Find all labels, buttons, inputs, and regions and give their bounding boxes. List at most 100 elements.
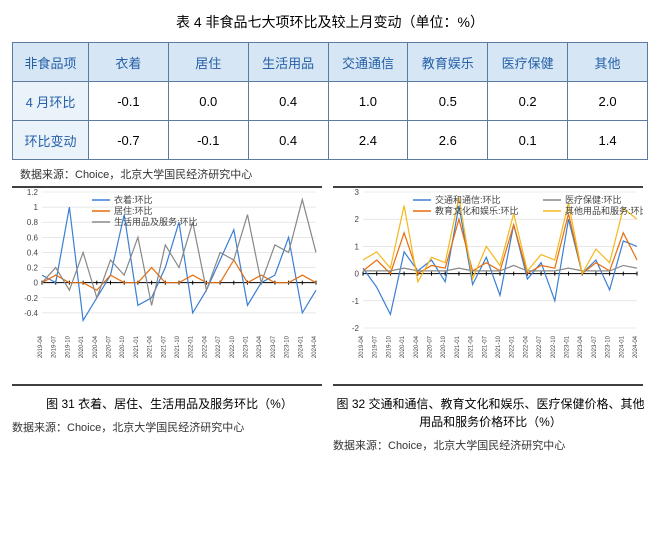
cell: 2.0 [568, 82, 648, 121]
cell: 0.4 [248, 82, 328, 121]
svg-text:2021-04: 2021-04 [148, 335, 154, 358]
svg-text:2023-07: 2023-07 [271, 335, 277, 358]
col-header: 居住 [168, 43, 248, 82]
svg-text:2024-04: 2024-04 [633, 335, 639, 358]
svg-text:-0.2: -0.2 [24, 294, 38, 303]
svg-text:0: 0 [34, 279, 39, 288]
cell: 0.0 [168, 82, 248, 121]
svg-text:教育文化和娱乐:环比: 教育文化和娱乐:环比 [435, 205, 519, 216]
svg-text:2022-07: 2022-07 [537, 335, 543, 358]
table-title: 表 4 非食品七大项环比及较上月变动（单位：%） [12, 12, 648, 32]
svg-text:2022-07: 2022-07 [216, 335, 222, 358]
svg-text:1: 1 [34, 203, 39, 212]
svg-text:2019-07: 2019-07 [52, 335, 58, 358]
svg-text:2023-01: 2023-01 [565, 335, 571, 358]
svg-text:2020-10: 2020-10 [120, 335, 126, 358]
svg-text:2020-07: 2020-07 [107, 335, 113, 358]
cell: 1.4 [568, 121, 648, 160]
col-header: 生活用品 [248, 43, 328, 82]
svg-text:居住:环比: 居住:环比 [114, 205, 153, 216]
svg-text:交通和通信:环比: 交通和通信:环比 [435, 194, 501, 205]
svg-text:2024-04: 2024-04 [312, 335, 318, 358]
svg-text:2: 2 [355, 215, 360, 224]
svg-text:2023-07: 2023-07 [592, 335, 598, 358]
chart-right-box: -2 -1 0 1 2 3 2019-04 2019-07 2019-10 2020-01 2020… [333, 186, 648, 453]
table-row: 4 月环比 -0.1 0.0 0.4 1.0 0.5 0.2 2.0 [13, 82, 648, 121]
cell: 0.2 [488, 82, 568, 121]
svg-text:其他用品和服务:环比: 其他用品和服务:环比 [565, 205, 643, 216]
cell: 1.0 [328, 82, 408, 121]
cell: 0.1 [488, 121, 568, 160]
svg-text:2019-10: 2019-10 [65, 335, 71, 358]
svg-text:2021-10: 2021-10 [496, 335, 502, 358]
svg-text:2022-01: 2022-01 [510, 335, 516, 358]
chart-right-source: 数据来源：Choice，北京大学国民经济研究中心 [333, 437, 648, 453]
svg-text:2019-10: 2019-10 [386, 335, 392, 358]
svg-text:衣着:环比: 衣着:环比 [114, 194, 153, 205]
cell: -0.1 [168, 121, 248, 160]
svg-text:2021-07: 2021-07 [482, 335, 488, 358]
svg-text:2020-04: 2020-04 [93, 335, 99, 358]
svg-text:1: 1 [355, 242, 360, 251]
svg-text:2021-10: 2021-10 [175, 335, 181, 358]
svg-text:3: 3 [355, 188, 360, 197]
svg-text:2023-04: 2023-04 [578, 335, 584, 358]
svg-text:2024-01: 2024-01 [619, 335, 625, 358]
svg-text:0.8: 0.8 [27, 218, 39, 227]
chart-right-caption: 图 32 交通和通信、教育文化和娱乐、医疗保健价格、其他用品和服务价格环比（%） [333, 395, 648, 431]
svg-text:-2: -2 [352, 324, 360, 333]
table-corner: 非食品项 [13, 43, 89, 82]
svg-text:2019-04: 2019-04 [359, 335, 365, 358]
svg-text:2023-10: 2023-10 [606, 335, 612, 358]
svg-text:2024-01: 2024-01 [298, 335, 304, 358]
col-header: 其他 [568, 43, 648, 82]
svg-text:2022-04: 2022-04 [523, 335, 529, 358]
cell: 2.4 [328, 121, 408, 160]
svg-text:2023-04: 2023-04 [257, 335, 263, 358]
cell: 0.4 [248, 121, 328, 160]
chart-right: -2 -1 0 1 2 3 2019-04 2019-07 2019-10 2020-01 2020… [333, 186, 643, 386]
svg-text:2022-10: 2022-10 [230, 335, 236, 358]
row-header: 4 月环比 [13, 82, 89, 121]
chart-left-box: -0.4 -0.2 0 0.2 0.4 0.6 0.8 1 1.2 2019-04 2019-07 2… [12, 186, 327, 453]
svg-text:2021-01: 2021-01 [455, 335, 461, 358]
svg-text:2020-01: 2020-01 [400, 335, 406, 358]
svg-text:2023-01: 2023-01 [244, 335, 250, 358]
svg-text:2022-10: 2022-10 [551, 335, 557, 358]
table-source: 数据来源：Choice，北京大学国民经济研究中心 [20, 166, 648, 182]
svg-text:2021-01: 2021-01 [134, 335, 140, 358]
svg-text:-0.4: -0.4 [24, 309, 38, 318]
cell: -0.7 [89, 121, 169, 160]
svg-text:2020-04: 2020-04 [414, 335, 420, 358]
svg-text:0.4: 0.4 [27, 248, 39, 257]
cell: 0.5 [408, 82, 488, 121]
svg-text:生活用品及服务:环比: 生活用品及服务:环比 [114, 216, 198, 227]
svg-text:0.2: 0.2 [27, 264, 39, 273]
chart-left-source: 数据来源：Choice，北京大学国民经济研究中心 [12, 419, 327, 435]
col-header: 医疗保健 [488, 43, 568, 82]
svg-text:2022-01: 2022-01 [189, 335, 195, 358]
svg-text:2019-07: 2019-07 [373, 335, 379, 358]
cell: 2.6 [408, 121, 488, 160]
svg-text:2023-10: 2023-10 [285, 335, 291, 358]
svg-text:0.6: 0.6 [27, 233, 39, 242]
col-header: 衣着 [89, 43, 169, 82]
col-header: 交通通信 [328, 43, 408, 82]
col-header: 教育娱乐 [408, 43, 488, 82]
svg-text:0: 0 [355, 270, 360, 279]
svg-text:2019-04: 2019-04 [38, 335, 44, 358]
svg-text:2021-04: 2021-04 [469, 335, 475, 358]
row-header: 环比变动 [13, 121, 89, 160]
table-header-row: 非食品项 衣着 居住 生活用品 交通通信 教育娱乐 医疗保健 其他 [13, 43, 648, 82]
svg-text:-1: -1 [352, 297, 360, 306]
cell: -0.1 [89, 82, 169, 121]
chart-left: -0.4 -0.2 0 0.2 0.4 0.6 0.8 1 1.2 2019-04 2019-07 2… [12, 186, 322, 386]
svg-text:2020-10: 2020-10 [441, 335, 447, 358]
svg-text:2020-01: 2020-01 [79, 335, 85, 358]
svg-text:2022-04: 2022-04 [202, 335, 208, 358]
table-row: 环比变动 -0.7 -0.1 0.4 2.4 2.6 0.1 1.4 [13, 121, 648, 160]
svg-text:医疗保健:环比: 医疗保健:环比 [565, 194, 622, 205]
data-table: 非食品项 衣着 居住 生活用品 交通通信 教育娱乐 医疗保健 其他 4 月环比 … [12, 42, 648, 160]
svg-text:1.2: 1.2 [27, 188, 39, 197]
chart-left-caption: 图 31 衣着、居住、生活用品及服务环比（%） [12, 395, 327, 413]
